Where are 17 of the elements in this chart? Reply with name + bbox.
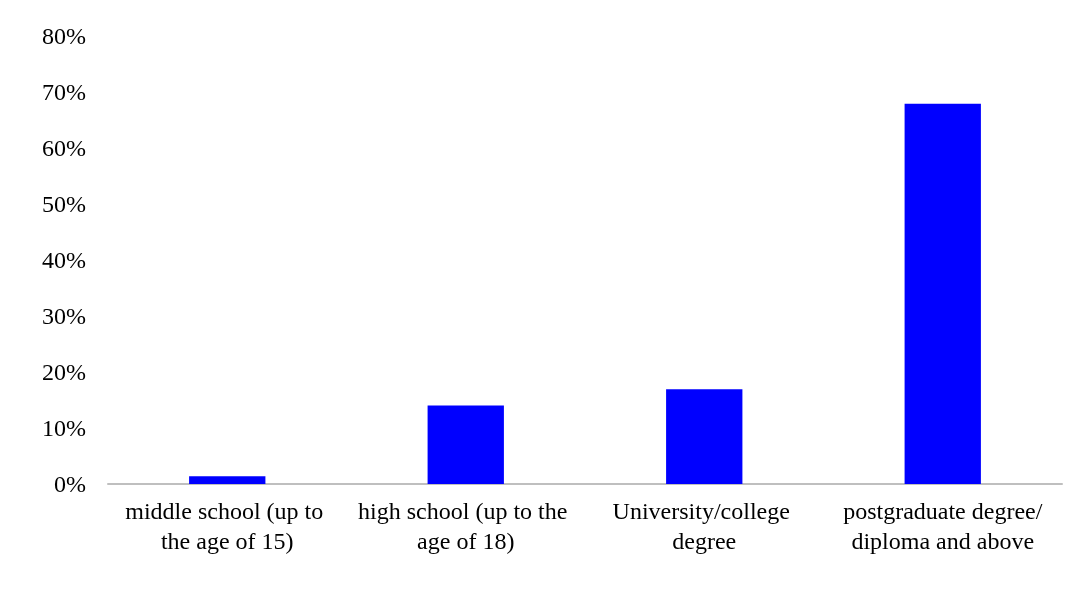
y-tick-label: 60% — [42, 135, 86, 161]
y-tick-label: 50% — [42, 191, 86, 217]
y-tick-label: 10% — [42, 415, 86, 441]
y-tick-label: 0% — [54, 471, 86, 497]
x-tick-label: postgraduate degree/diploma and above — [843, 498, 1043, 554]
y-tick-label: 40% — [42, 247, 86, 273]
bar — [666, 389, 743, 484]
y-tick-label: 70% — [42, 79, 86, 105]
bar — [904, 103, 981, 484]
x-tick-label: high school (up to the age of 18) — [358, 498, 574, 554]
y-tick-label: 20% — [42, 359, 86, 385]
x-tick-label: University/college degree — [612, 498, 796, 554]
bar — [189, 476, 266, 484]
y-tick-label: 30% — [42, 303, 86, 329]
x-tick-label: middle school (up to the age of 15) — [125, 498, 330, 554]
bar — [427, 405, 504, 484]
y-tick-label: 80% — [42, 23, 86, 49]
